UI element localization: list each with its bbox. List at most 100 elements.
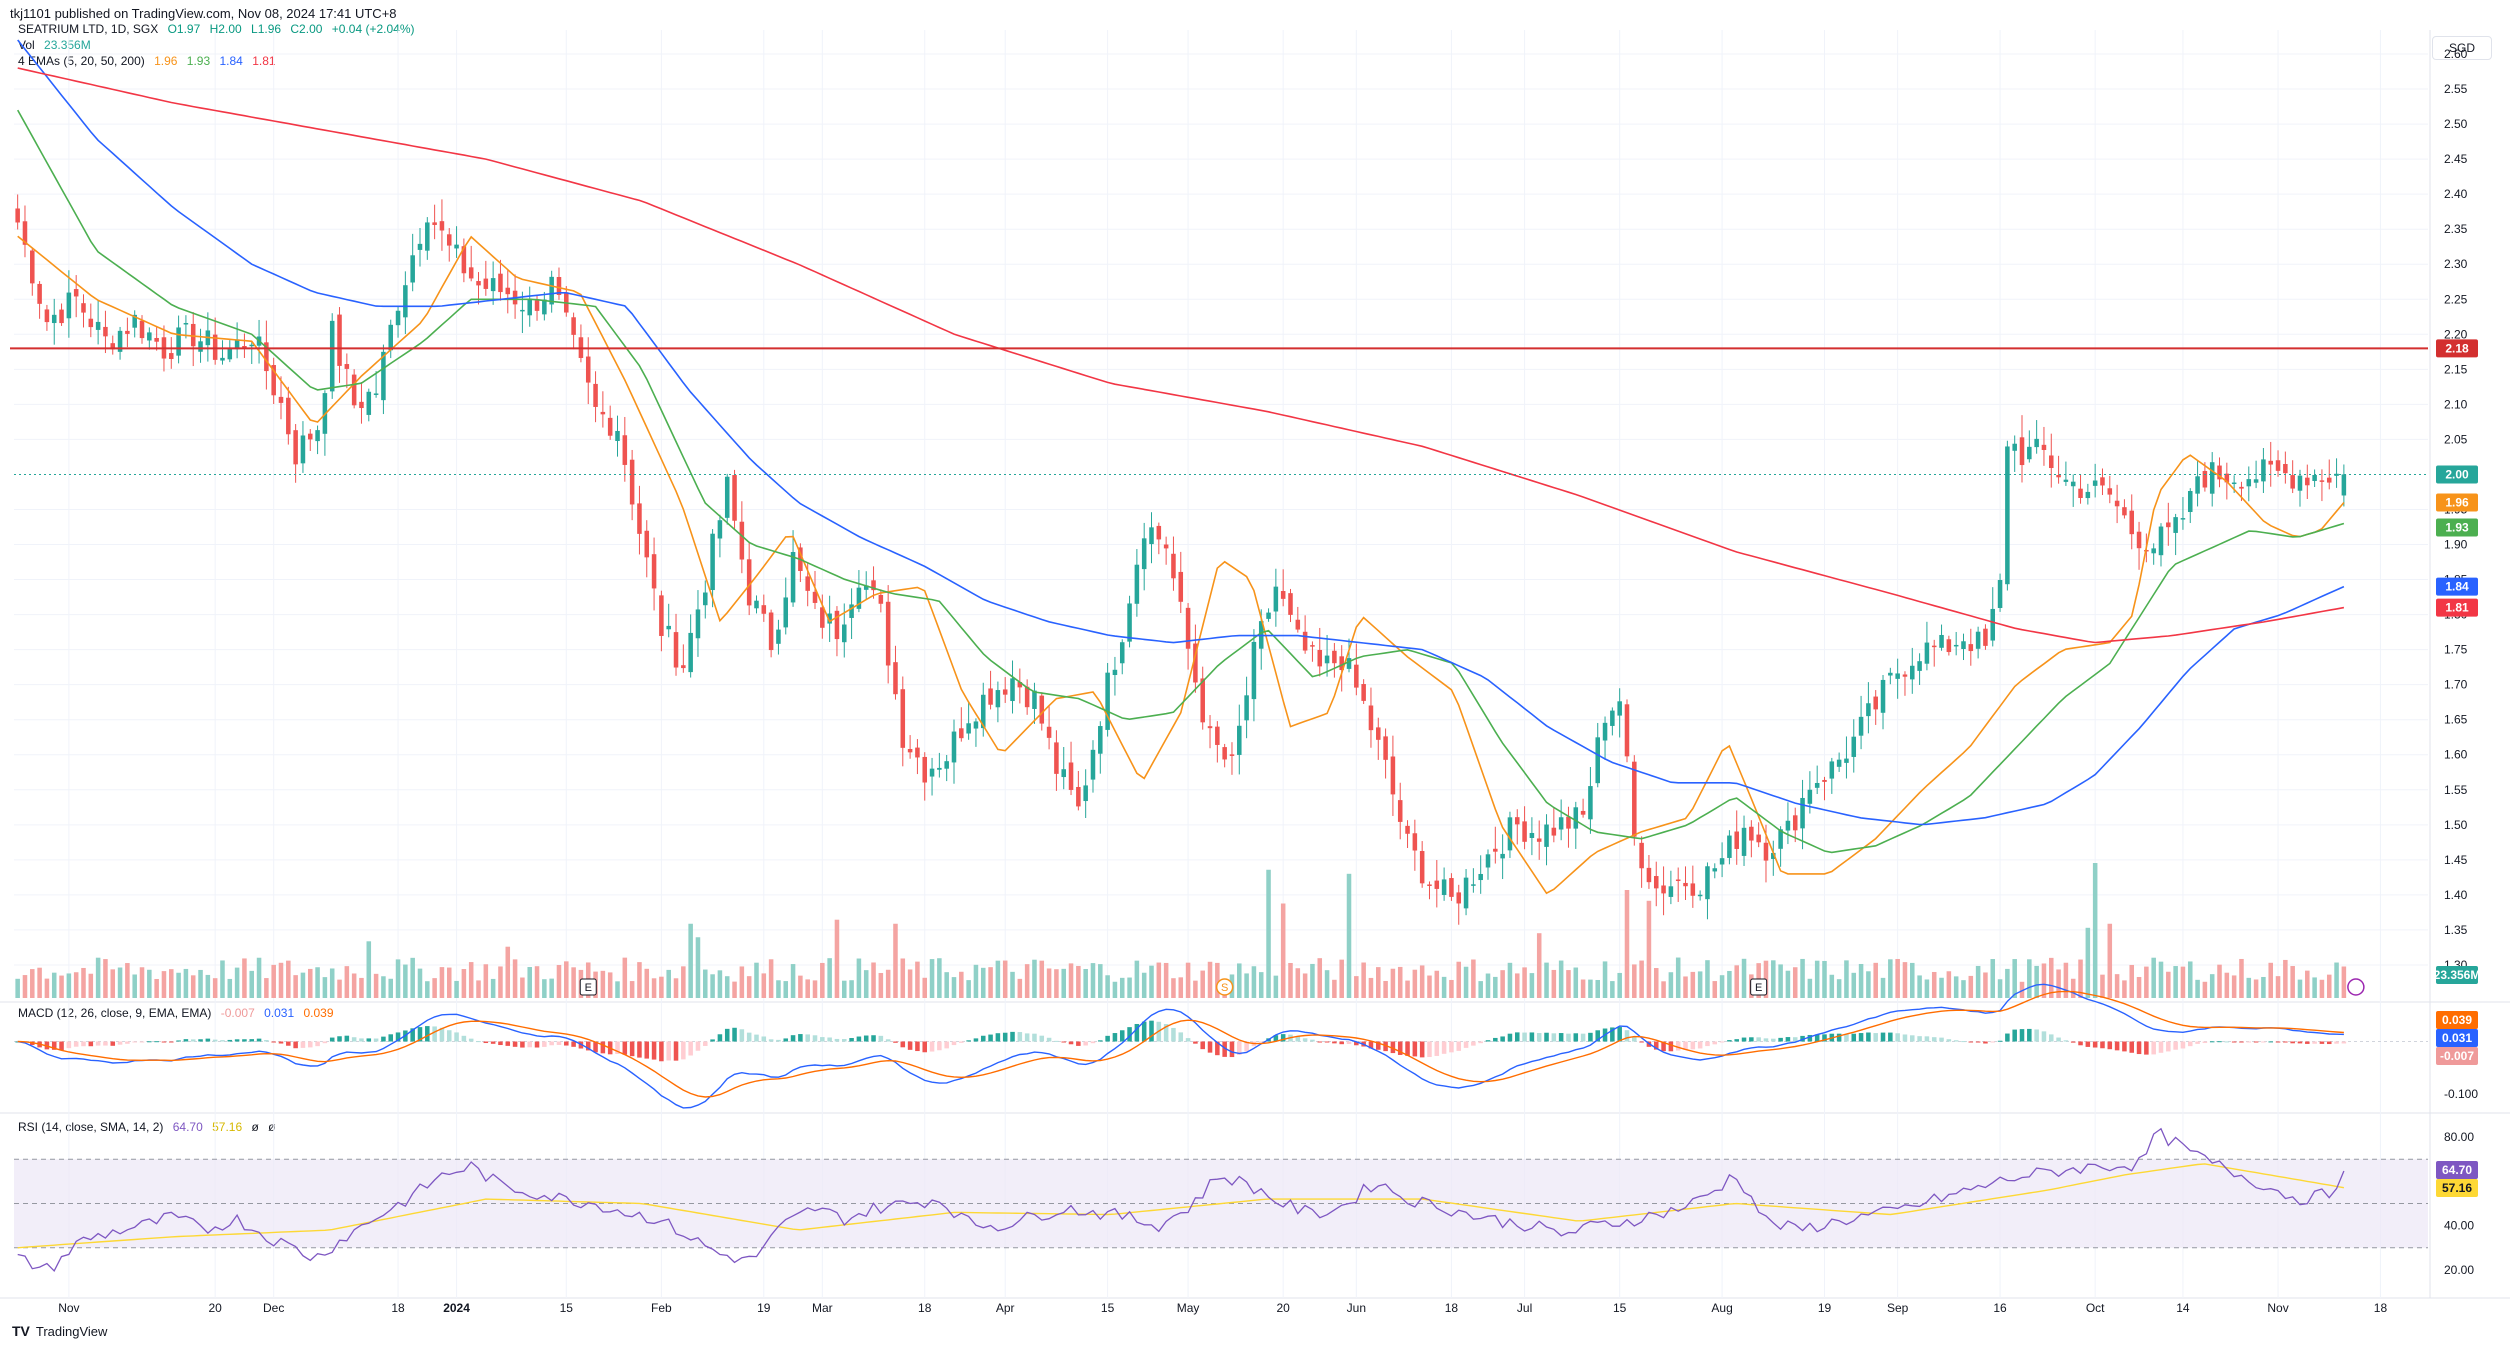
candle-body[interactable] [2283,464,2288,474]
candle-body[interactable] [103,326,108,337]
candle-body[interactable] [1661,885,1666,894]
candle-body[interactable] [147,332,152,341]
candle-body[interactable] [1741,827,1747,856]
candle-body[interactable] [1873,696,1878,710]
candle-body[interactable] [2187,491,2193,512]
candle-body[interactable] [468,267,474,279]
candle-body[interactable] [966,723,971,734]
candle-body[interactable] [183,322,189,325]
candle-body[interactable] [834,610,840,640]
candle-body[interactable] [329,320,335,392]
candle-body[interactable] [2305,477,2310,486]
lightning-icon[interactable] [2347,978,2365,996]
candle-body[interactable] [724,476,730,518]
candle-body[interactable] [2085,491,2091,499]
candle-body[interactable] [1668,886,1674,897]
candle-body[interactable] [425,222,430,251]
candle-body[interactable] [1046,726,1052,738]
candle-body[interactable] [1434,880,1440,889]
candle-body[interactable] [937,767,942,770]
candle-body[interactable] [1171,553,1176,579]
candle-body[interactable] [15,208,20,223]
candle-body[interactable] [2158,526,2164,556]
candle-body[interactable] [1163,544,1169,549]
candle-body[interactable] [637,503,642,534]
candle-body[interactable] [666,625,671,630]
candle-body[interactable] [2231,482,2237,485]
candle-body[interactable] [1207,726,1213,729]
candle-body[interactable] [1734,831,1739,849]
candle-body[interactable] [1580,810,1586,815]
candle-body[interactable] [1778,829,1783,849]
candle-body[interactable] [1215,726,1220,745]
candle-body[interactable] [1712,868,1718,872]
candle-body[interactable] [1332,650,1337,664]
candle-body[interactable] [59,309,64,324]
candle-body[interactable] [1397,800,1403,822]
candle-body[interactable] [973,721,979,729]
candle-body[interactable] [915,747,920,758]
candle-body[interactable] [1193,643,1198,683]
candle-body[interactable] [1953,644,1959,647]
candle-body[interactable] [2290,475,2295,489]
candle-body[interactable] [1697,894,1703,897]
candle-body[interactable] [1302,631,1308,651]
candle-body[interactable] [66,292,72,319]
candle-body[interactable] [893,662,898,695]
candle-body[interactable] [139,320,145,339]
candle-body[interactable] [2173,517,2178,533]
candle-body[interactable] [388,324,393,351]
candle-body[interactable] [1632,761,1637,837]
candle-body[interactable] [863,585,869,590]
candle-body[interactable] [1763,842,1769,861]
candle-body[interactable] [651,554,657,589]
candle-body[interactable] [900,689,906,748]
candle-body[interactable] [1485,854,1491,868]
dividend-event-icon[interactable] [1215,978,1234,996]
candle-body[interactable] [2151,548,2156,554]
candle-body[interactable] [1814,782,1820,788]
candle-body[interactable] [842,624,847,643]
candle-body[interactable] [812,591,818,603]
candle-body[interactable] [922,756,928,783]
candle-body[interactable] [688,632,693,673]
candle-body[interactable] [44,309,50,323]
candle-body[interactable] [395,310,401,326]
candle-body[interactable] [1002,689,1008,695]
candle-body[interactable] [1288,593,1293,615]
candle-body[interactable] [110,343,116,350]
candle-body[interactable] [1222,747,1227,760]
candle-body[interactable] [227,348,233,360]
candle-body[interactable] [607,417,613,436]
candle-body[interactable] [73,289,79,297]
currency-selector[interactable]: SGD [2432,36,2492,60]
candle-body[interactable] [190,323,196,347]
candle-body[interactable] [381,351,386,401]
candle-body[interactable] [1588,786,1593,820]
earnings-event-icon[interactable] [579,978,597,996]
candle-body[interactable] [271,365,276,396]
earnings-event-icon[interactable] [1750,978,1768,996]
candle-body[interactable] [1390,756,1396,795]
candle-body[interactable] [1090,749,1096,780]
candle-body[interactable] [1858,716,1864,736]
candle-body[interactable] [1558,817,1564,830]
rsi-legend[interactable]: RSI (14, close, SMA, 14, 2) 64.70 57.16 … [18,1120,282,1134]
candle-body[interactable] [2012,443,2017,451]
candle-body[interactable] [132,314,137,328]
candle-body[interactable] [1514,817,1520,825]
candle-body[interactable] [959,728,964,739]
candle-body[interactable] [1039,695,1045,724]
candle-body[interactable] [2224,473,2230,483]
candle-body[interactable] [585,356,591,383]
candle-body[interactable] [1771,852,1776,859]
candle-body[interactable] [1807,789,1813,804]
candle-body[interactable] [2180,518,2186,520]
candle-body[interactable] [2078,488,2083,498]
candle-body[interactable] [1098,726,1103,754]
candle-body[interactable] [2268,460,2273,465]
candle-body[interactable] [125,330,130,334]
candle-body[interactable] [351,374,357,406]
candle-body[interactable] [995,690,1001,708]
candle-body[interactable] [1544,824,1549,847]
